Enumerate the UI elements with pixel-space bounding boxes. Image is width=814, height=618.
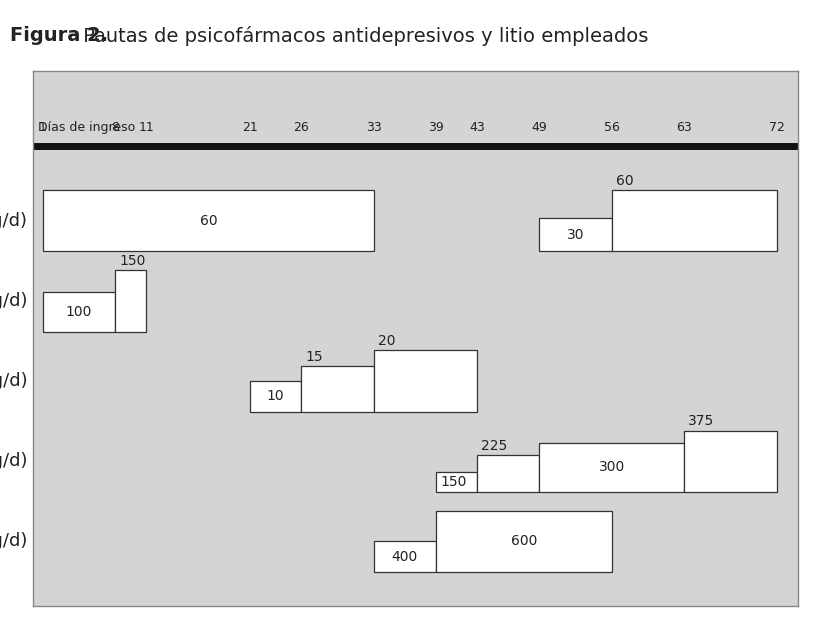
Bar [374, 541, 435, 572]
Text: 72: 72 [769, 121, 785, 133]
Text: 10: 10 [267, 389, 284, 404]
Text: 20: 20 [378, 334, 396, 349]
Text: Días de ingreso: Días de ingreso [37, 121, 135, 133]
Text: Escitalopram (mg/d): Escitalopram (mg/d) [0, 372, 28, 390]
Text: 26: 26 [294, 121, 309, 133]
Text: 150: 150 [440, 475, 466, 489]
Bar [374, 350, 477, 412]
Text: Sertralina (mg/d): Sertralina (mg/d) [0, 292, 28, 310]
Text: 300: 300 [598, 460, 624, 475]
Text: 11: 11 [138, 121, 154, 133]
Text: 400: 400 [392, 550, 418, 564]
Bar [435, 510, 611, 572]
Text: Figura 2.: Figura 2. [10, 26, 108, 45]
Bar [435, 472, 477, 492]
Bar [116, 270, 147, 332]
Text: 100: 100 [66, 305, 92, 319]
Text: 21: 21 [242, 121, 257, 133]
Text: Mirtazapina (mg/d): Mirtazapina (mg/d) [0, 212, 28, 230]
Text: 60: 60 [199, 214, 217, 228]
Text: 63: 63 [676, 121, 692, 133]
Text: 225: 225 [481, 439, 508, 453]
Text: 150: 150 [120, 254, 146, 268]
Text: 600: 600 [510, 535, 537, 549]
Text: 49: 49 [532, 121, 547, 133]
Bar [43, 292, 116, 332]
Bar [611, 190, 777, 252]
Text: 8: 8 [112, 121, 120, 133]
Bar [477, 455, 539, 492]
Text: 375: 375 [688, 415, 715, 428]
Text: Venlafaxina (mg/d): Venlafaxina (mg/d) [0, 452, 28, 470]
Text: Litio (mg/d): Litio (mg/d) [0, 533, 28, 551]
Text: Pautas de psicofármacos antidepresivos y litio empleados: Pautas de psicofármacos antidepresivos y… [77, 26, 648, 46]
Bar [301, 366, 374, 412]
Text: 30: 30 [567, 227, 584, 242]
Text: 33: 33 [366, 121, 382, 133]
Text: 56: 56 [604, 121, 619, 133]
Bar [684, 431, 777, 492]
Text: 15: 15 [305, 350, 323, 363]
Text: 1: 1 [39, 121, 47, 133]
Bar [43, 190, 374, 252]
Bar [250, 381, 301, 412]
Text: 60: 60 [615, 174, 633, 188]
Bar [539, 218, 611, 252]
Bar [539, 443, 684, 492]
Text: 39: 39 [428, 121, 444, 133]
Text: 43: 43 [470, 121, 485, 133]
